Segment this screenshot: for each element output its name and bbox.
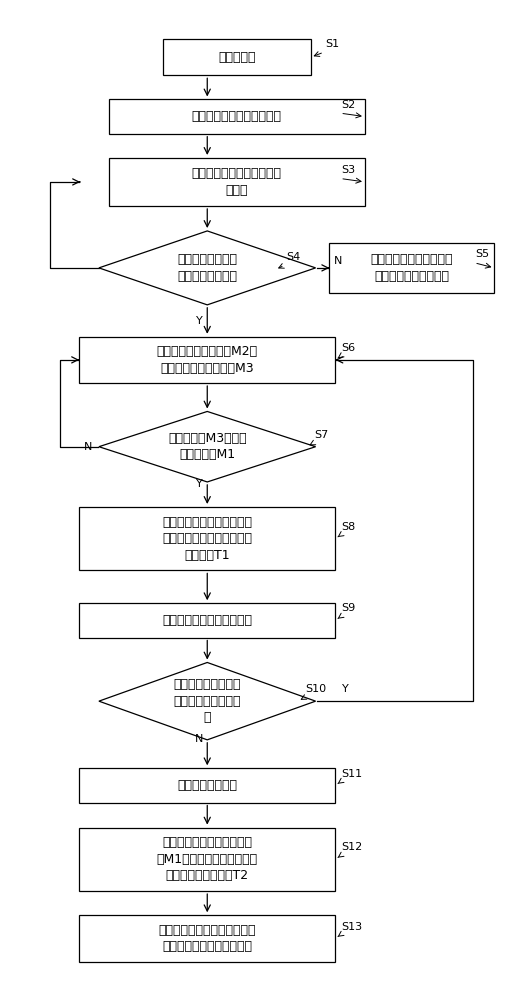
FancyBboxPatch shape: [79, 915, 336, 962]
Text: 无线通信模块接收无线信号: 无线通信模块接收无线信号: [192, 110, 282, 123]
Polygon shape: [99, 411, 315, 482]
Text: 系统初始化: 系统初始化: [218, 51, 255, 64]
Text: 中央处理单元接收到温度控
制信号: 中央处理单元接收到温度控 制信号: [192, 167, 282, 197]
FancyBboxPatch shape: [79, 828, 336, 891]
Text: 当汽车室内温度达到目标温
度M1时，中央处理单元记录
汽车空调的工作时间T2: 当汽车室内温度达到目标温 度M1时，中央处理单元记录 汽车空调的工作时间T2: [156, 836, 258, 882]
Text: S13: S13: [342, 922, 363, 932]
Text: 计算出汽车空调的开启时间: 计算出汽车空调的开启时间: [162, 614, 252, 627]
Text: S3: S3: [342, 165, 356, 175]
Text: S4: S4: [286, 252, 300, 262]
Polygon shape: [99, 662, 315, 740]
Text: Y: Y: [195, 479, 202, 489]
Text: S12: S12: [342, 842, 363, 852]
FancyBboxPatch shape: [109, 158, 365, 206]
Text: 判断温度値M3是否大
于目标温度M1: 判断温度値M3是否大 于目标温度M1: [168, 432, 247, 461]
Text: 启动汽车空调工作: 启动汽车空调工作: [177, 779, 237, 792]
Text: S8: S8: [342, 522, 356, 532]
Text: 监测汽车室外的温度値M2，
监测汽车室内的温度値M3: 监测汽车室外的温度値M2， 监测汽车室内的温度値M3: [156, 345, 258, 375]
Text: 在预先设定的温度时间对照
表中查找出汽车空调需要工
作的时间T1: 在预先设定的温度时间对照 表中查找出汽车空调需要工 作的时间T1: [162, 516, 252, 562]
Text: 判断当前时间是否早
于汽车空调的开启时
间: 判断当前时间是否早 于汽车空调的开启时 间: [173, 678, 241, 724]
Text: S1: S1: [325, 39, 340, 49]
Text: Y: Y: [342, 684, 348, 694]
Text: S9: S9: [342, 603, 356, 613]
Text: S2: S2: [342, 100, 356, 110]
Text: N: N: [195, 734, 203, 744]
FancyBboxPatch shape: [329, 243, 494, 293]
FancyBboxPatch shape: [109, 99, 365, 134]
Text: 判断当前时间是否
早于进入汽车时间: 判断当前时间是否 早于进入汽车时间: [177, 253, 237, 283]
Text: S5: S5: [476, 249, 490, 259]
FancyBboxPatch shape: [79, 507, 336, 570]
FancyBboxPatch shape: [79, 337, 336, 383]
Text: 提醒用户当前时间晚于用
户设定的进入汽车时间: 提醒用户当前时间晚于用 户设定的进入汽车时间: [370, 253, 453, 283]
FancyBboxPatch shape: [79, 603, 336, 638]
Text: S6: S6: [342, 343, 356, 353]
Text: S10: S10: [306, 684, 327, 694]
FancyBboxPatch shape: [79, 768, 336, 803]
Text: S7: S7: [314, 430, 329, 440]
Text: N: N: [84, 442, 92, 452]
Polygon shape: [99, 231, 315, 305]
FancyBboxPatch shape: [163, 39, 311, 75]
Text: N: N: [333, 256, 342, 266]
Text: 更新存储单元和远程电脑终端
上温度时间对照表中的数据: 更新存储单元和远程电脑终端 上温度时间对照表中的数据: [159, 924, 256, 953]
Text: Y: Y: [195, 316, 202, 326]
Text: S11: S11: [342, 769, 363, 779]
